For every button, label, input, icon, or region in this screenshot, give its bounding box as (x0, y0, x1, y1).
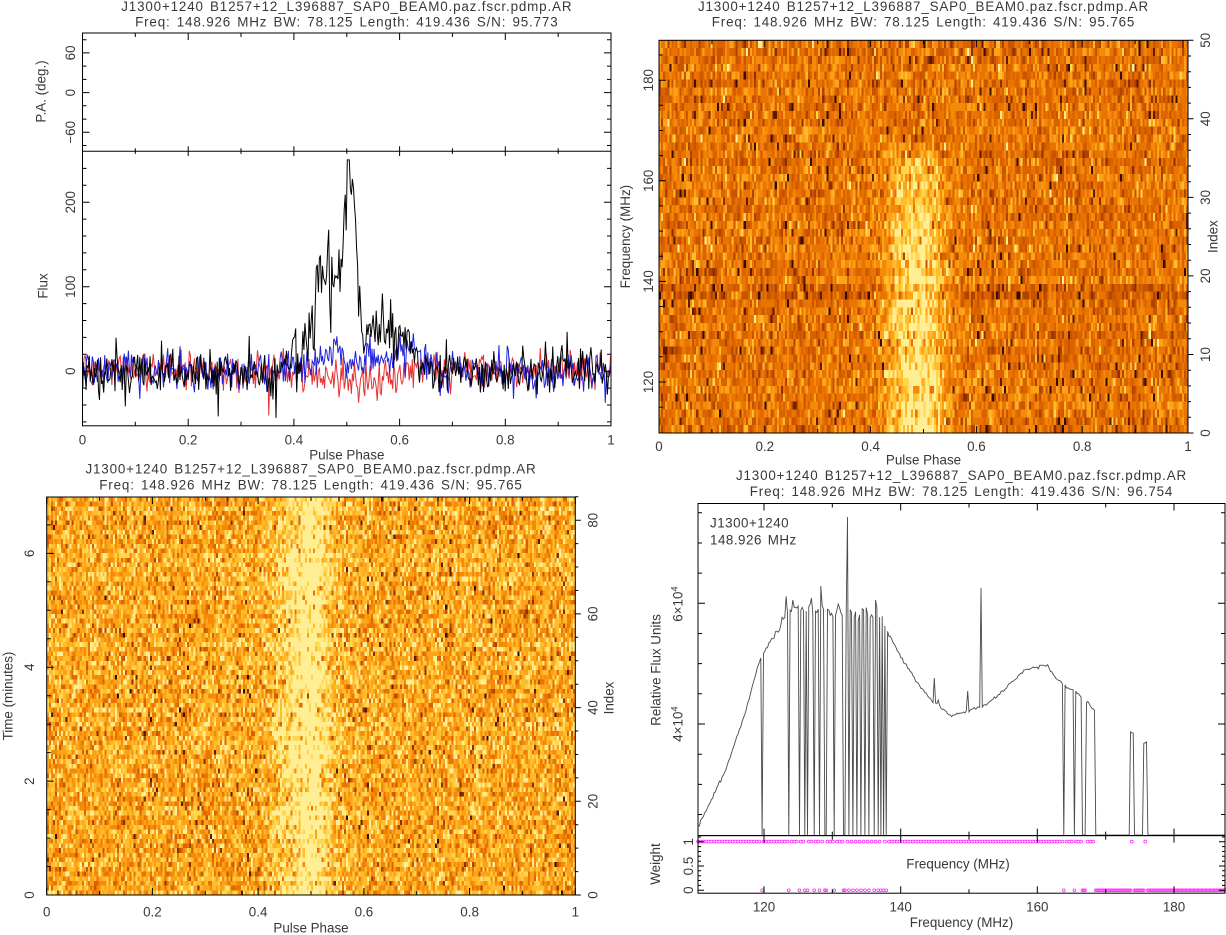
svg-text:J1300+1240 B1257+12_L396887_SA: J1300+1240 B1257+12_L396887_SAP0_BEAM0.p… (121, 0, 572, 14)
svg-text:0.8: 0.8 (460, 905, 479, 920)
svg-text:1: 1 (681, 838, 696, 845)
svg-text:Freq: 148.926 MHz BW: 78.125 L: Freq: 148.926 MHz BW: 78.125 Length: 419… (135, 15, 558, 30)
svg-text:0.2: 0.2 (755, 439, 774, 454)
svg-text:20: 20 (586, 794, 601, 809)
svg-text:100: 100 (63, 276, 78, 298)
svg-text:160: 160 (1026, 900, 1048, 915)
svg-text:Frequency (MHz): Frequency (MHz) (618, 185, 633, 288)
svg-text:0.4: 0.4 (285, 433, 304, 448)
svg-text:0: 0 (1198, 429, 1213, 436)
svg-text:Pulse Phase: Pulse Phase (273, 921, 348, 935)
svg-text:0.5: 0.5 (681, 857, 696, 876)
svg-text:−60: −60 (63, 121, 78, 144)
svg-text:0.2: 0.2 (143, 905, 162, 920)
svg-text:0.8: 0.8 (1073, 439, 1092, 454)
svg-text:J1300+1240: J1300+1240 (710, 516, 789, 531)
svg-text:1: 1 (1184, 439, 1191, 454)
svg-text:Frequency (MHz): Frequency (MHz) (906, 857, 1009, 872)
svg-text:6: 6 (22, 550, 37, 557)
svg-text:J1300+1240 B1257+12_L396887_SA: J1300+1240 B1257+12_L396887_SAP0_BEAM0.p… (736, 468, 1187, 483)
svg-text:Index: Index (1206, 220, 1221, 253)
svg-text:0: 0 (63, 89, 78, 96)
svg-text:80: 80 (586, 513, 601, 528)
svg-text:4: 4 (22, 663, 37, 671)
svg-text:0.8: 0.8 (496, 433, 515, 448)
svg-text:4×104: 4×104 (670, 706, 686, 741)
svg-text:60: 60 (586, 606, 601, 621)
svg-text:0.6: 0.6 (355, 905, 374, 920)
svg-text:50: 50 (1198, 33, 1213, 48)
svg-text:Freq: 148.926 MHz BW: 78.125 L: Freq: 148.926 MHz BW: 78.125 Length: 419… (712, 15, 1135, 30)
svg-text:0: 0 (586, 891, 601, 898)
svg-text:Relative Flux Units: Relative Flux Units (649, 614, 664, 726)
svg-text:40: 40 (1198, 111, 1213, 126)
svg-text:0: 0 (43, 905, 50, 920)
svg-text:10: 10 (1198, 347, 1213, 362)
svg-text:140: 140 (890, 900, 912, 915)
svg-text:Freq: 148.926 MHz BW: 78.125 L: Freq: 148.926 MHz BW: 78.125 Length: 419… (99, 478, 522, 493)
svg-text:0.4: 0.4 (249, 905, 268, 920)
svg-text:Time (minutes): Time (minutes) (1, 652, 16, 741)
svg-text:0: 0 (63, 367, 78, 374)
svg-text:0: 0 (22, 891, 37, 898)
svg-text:0.2: 0.2 (179, 433, 198, 448)
svg-text:Pulse Phase: Pulse Phase (309, 448, 384, 463)
svg-text:0.4: 0.4 (861, 439, 880, 454)
svg-text:J1300+1240 B1257+12_L396887_SA: J1300+1240 B1257+12_L396887_SAP0_BEAM0.p… (698, 0, 1149, 14)
svg-text:0: 0 (79, 433, 86, 448)
svg-text:30: 30 (1198, 190, 1213, 205)
svg-text:Frequency (MHz): Frequency (MHz) (910, 915, 1013, 930)
svg-text:0: 0 (655, 439, 662, 454)
svg-text:120: 120 (753, 900, 775, 915)
svg-text:2: 2 (22, 777, 37, 784)
svg-text:Freq: 148.926 MHz BW: 78.125 L: Freq: 148.926 MHz BW: 78.125 Length: 419… (750, 484, 1173, 499)
svg-text:P.A. (deg.): P.A. (deg.) (34, 60, 49, 122)
svg-text:200: 200 (63, 191, 78, 213)
svg-text:Index: Index (602, 681, 617, 714)
svg-text:J1300+1240 B1257+12_L396887_SA: J1300+1240 B1257+12_L396887_SAP0_BEAM0.p… (85, 462, 536, 477)
svg-text:0: 0 (681, 886, 696, 893)
svg-text:1: 1 (572, 905, 579, 920)
svg-text:Pulse Phase: Pulse Phase (886, 453, 961, 468)
svg-text:160: 160 (641, 170, 656, 192)
svg-text:60: 60 (63, 45, 78, 60)
svg-text:0.6: 0.6 (967, 439, 986, 454)
svg-text:40: 40 (586, 700, 601, 715)
svg-text:6×104: 6×104 (670, 586, 686, 621)
svg-text:0.6: 0.6 (390, 433, 409, 448)
svg-text:20: 20 (1198, 268, 1213, 283)
svg-text:120: 120 (641, 371, 656, 393)
svg-text:140: 140 (641, 270, 656, 292)
svg-text:Weight: Weight (648, 843, 663, 885)
svg-text:180: 180 (641, 69, 656, 91)
svg-text:180: 180 (1163, 900, 1185, 915)
svg-text:1: 1 (607, 433, 614, 448)
svg-text:Flux: Flux (36, 273, 51, 299)
svg-text:148.926 MHz: 148.926 MHz (710, 533, 797, 548)
